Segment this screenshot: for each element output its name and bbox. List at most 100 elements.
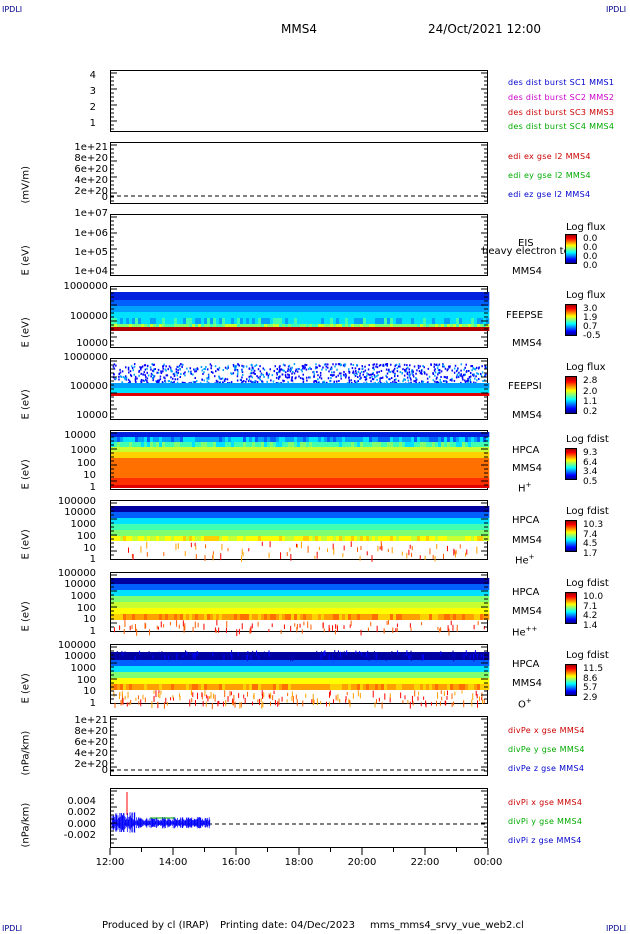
ytick-p9-4: 10 (83, 686, 96, 697)
ytick-p4-2: 10000 (76, 338, 108, 349)
colorbar-p9 (565, 664, 577, 696)
legend-p1-mms2: des dist burst SC2 MMS2 (508, 93, 615, 102)
footer-printing-date: Printing date: 04/Dec/2023 (220, 920, 356, 931)
colorbar-p6-t0: 9.3 (583, 448, 598, 458)
ytick-p7-0: 100000 (57, 496, 96, 507)
ytick-p9-0: 100000 (57, 640, 96, 651)
ytick-p1-2: 2 (89, 102, 96, 113)
axis-ticks-p1 (110, 72, 488, 130)
colorbar-p4-title: Log flux (566, 290, 606, 301)
ylabel-p5: E (eV) (20, 389, 32, 420)
ytick-p6-0: 10000 (64, 430, 96, 441)
spectrogram-hpca-he1 (111, 506, 490, 541)
instrument-p5-name: FEEPSI (508, 381, 542, 392)
spectrogram-feepse (111, 292, 490, 331)
colorbar-p5 (565, 376, 577, 414)
axis-ticks-p2 (110, 144, 488, 202)
ytick-p1-1: 1 (89, 118, 96, 129)
ytick-p7-4: 10 (83, 543, 96, 554)
species-p9: O+ (518, 697, 532, 710)
colorbar-p8 (565, 592, 577, 624)
ytick-p7-5: 1 (89, 554, 96, 565)
spectrogram-hpca-he2 (111, 578, 490, 620)
colorbar-p8-t2: 4.2 (583, 611, 598, 621)
legend-p1-mms1: des dist burst SC1 MMS1 (508, 78, 615, 87)
legend-p10-z: divPe z gse MMS4 (508, 764, 585, 773)
axis-ticks-p3 (110, 216, 488, 274)
instrument-p3-sc: MMS4 (512, 266, 542, 277)
species-p6: H+ (518, 481, 531, 494)
ytick-p7-3: 100 (76, 531, 96, 542)
species-p7-charge: + (528, 553, 535, 561)
ytick-p6-1: 1000 (70, 445, 96, 456)
colorbar-p4-t2: 0.7 (583, 322, 598, 332)
ytick-p2-1: 8e+20 (74, 153, 108, 164)
instrument-p8-sc: MMS4 (512, 606, 542, 617)
colorbar-p3-t3: 0.0 (583, 261, 598, 271)
spectrogram-feepsi-band (111, 383, 490, 396)
ytick-p1-3: 3 (89, 86, 96, 97)
colorbar-p7-title: Log fdist (566, 506, 609, 517)
ytick-p8-0: 100000 (57, 568, 96, 579)
ylabel-p7: E (eV) (20, 529, 32, 560)
colorbar-p7-t2: 4.5 (583, 539, 598, 549)
corner-label-top-right: IPDLI (606, 5, 627, 14)
colorbar-p6-t1: 6.4 (583, 458, 598, 468)
colorbar-p6-t2: 3.4 (583, 467, 598, 477)
datetime-title: 24/Oct/2021 12:00 (428, 22, 542, 36)
colorbar-p8-t0: 10.0 (583, 592, 604, 602)
colorbar-p5-t2: 1.1 (583, 397, 598, 407)
ytick-p3-2: 1e+05 (74, 247, 108, 258)
ytick-p4-0: 1000000 (63, 281, 108, 292)
xtick-5: 22:00 (410, 857, 440, 868)
spectrogram-hpca-o (111, 652, 490, 690)
species-p7: He+ (515, 553, 535, 566)
ytick-p9-2: 1000 (70, 663, 96, 674)
ytick-p2-5: 0 (101, 192, 108, 203)
divpi-z-trace (111, 792, 211, 833)
ytick-p2-0: 1e+21 (74, 142, 108, 153)
colorbar-p5-t1: 2.0 (583, 387, 598, 397)
ytick-p3-0: 1e+07 (74, 208, 108, 219)
colorbar-p8-t1: 7.1 (583, 602, 598, 612)
legend-p11-z: divPi z gse MMS4 (508, 836, 582, 845)
species-p9-name: O (518, 699, 526, 711)
colorbar-p9-title: Log fdist (566, 650, 609, 661)
ytick-p9-5: 1 (89, 698, 96, 709)
ytick-p10-3: 4e+20 (74, 748, 108, 759)
overlay-p3: heavy electron to (482, 246, 570, 257)
axis-ticks-p7 (110, 502, 488, 556)
species-p6-charge: + (525, 481, 532, 489)
spectrogram-feepsi (112, 363, 488, 385)
ytick-p5-0: 1000000 (63, 352, 108, 363)
ylabel-p3: E (eV) (20, 245, 32, 276)
colorbar-p6 (565, 448, 577, 480)
colorbar-p8-title: Log fdist (566, 578, 609, 589)
ylabel-p4: E (eV) (20, 317, 32, 348)
ylabel-p9: E (eV) (20, 673, 32, 704)
colorbar-p9-t1: 8.6 (583, 674, 598, 684)
ytick-p8-2: 1000 (70, 591, 96, 602)
ytick-p9-1: 10000 (64, 651, 96, 662)
ytick-p8-4: 10 (83, 614, 96, 625)
ytick-p3-3: 1e+04 (74, 266, 108, 277)
footer-produced: Produced by cl (IRAP) (102, 920, 209, 931)
ytick-p11-3: -0.002 (63, 830, 96, 841)
instrument-p4-name: FEEPSE (506, 310, 544, 321)
colorbar-p4-t3: -0.5 (583, 331, 601, 341)
legend-p11-y: divPi y gse MMS4 (508, 817, 583, 826)
ytick-p9-3: 100 (76, 675, 96, 686)
ylabel-p10: (nPa/km) (20, 730, 32, 776)
speckle-he1 (127, 541, 478, 562)
ylabel-p8: E (eV) (20, 601, 32, 632)
ytick-p2-4: 2e+20 (74, 186, 108, 197)
instrument-p6-sc: MMS4 (512, 463, 542, 474)
corner-label-bottom-left: IPDLI (2, 924, 23, 933)
xtick-3: 18:00 (284, 857, 314, 868)
colorbar-p3 (565, 234, 577, 264)
instrument-p7-name: HPCA (512, 515, 540, 526)
colorbar-p4-t0: 3.0 (583, 304, 598, 314)
species-p7-name: He (515, 555, 529, 567)
ytick-p11-0: 0.004 (67, 796, 96, 807)
colorbar-p6-t3: 0.5 (583, 477, 598, 487)
